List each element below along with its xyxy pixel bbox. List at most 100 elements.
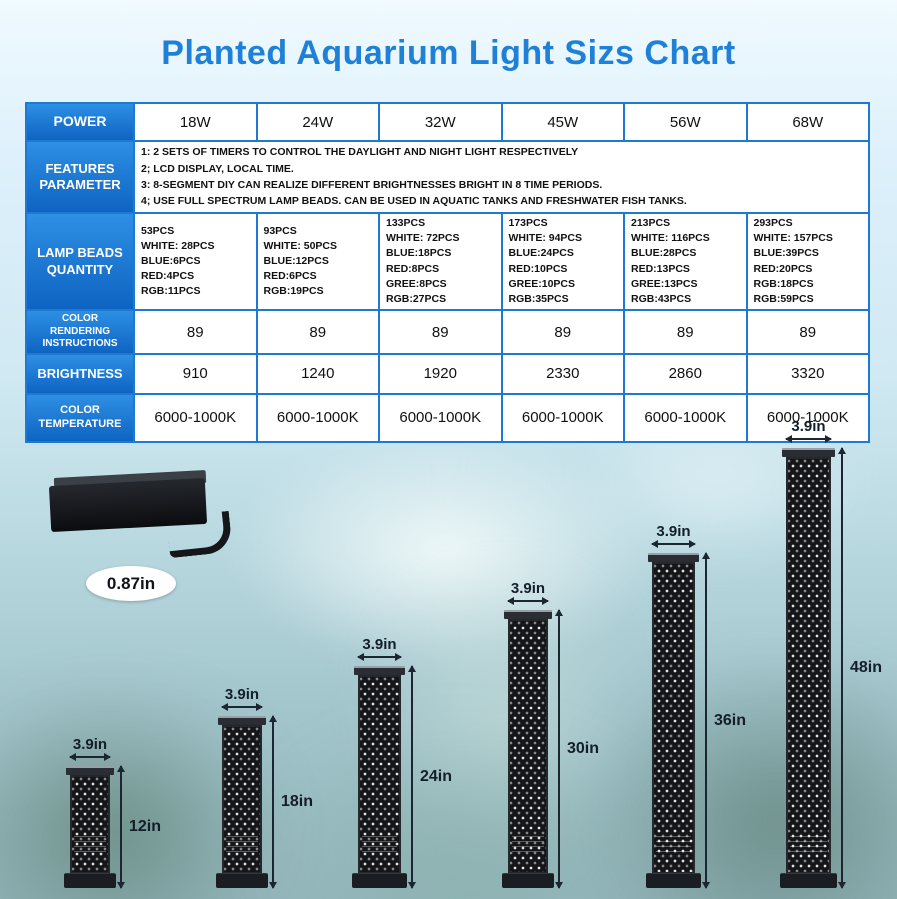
brightness-value: 2860 [623,352,748,395]
lamp-beads-value: 293PCS WHITE: 157PCS BLUE:39PCS RED:20PC… [745,211,870,312]
color-rendering-row-header: COLOR RENDERING INSTRUCTIONS [25,309,135,355]
light-fineprint [74,836,106,856]
light-fineprint [656,836,691,856]
light-fixture-48in: 3.9in 48in [780,418,882,889]
spec-table-wrap: POWER 18W 24W 32W 45W 56W 68W FEATURES P… [25,102,870,443]
lamp-beads-row-header: LAMP BEADS QUANTITY [25,211,135,312]
power-value: 32W [378,102,503,142]
light-fineprint [362,836,397,856]
lamp-beads-value: 173PCS WHITE: 94PCS BLUE:24PCS RED:10PCS… [500,211,625,312]
feature-line: 2; LCD DISPLAY, LOCAL TIME. [141,162,294,175]
light-top-bracket [504,610,552,619]
horizontal-dimension-arrow [221,703,263,711]
vertical-dimension-arrow: 36in [702,552,746,889]
power-value: 45W [500,102,625,142]
light-bar [216,716,268,888]
light-fineprint [226,836,258,856]
feature-line: 3: 8-SEGMENT DIY CAN REALIZE DIFFERENT B… [141,179,603,191]
features-cell: 1: 2 SETS OF TIMERS TO CONTROL THE DAYLI… [133,140,870,214]
light-base-stand [352,873,407,888]
features-row-header: FEATURES PARAMETER [25,140,135,214]
light-top-bracket [648,553,699,562]
color-temperature-value: 6000-1000K [255,392,380,443]
fixture-thickness-detail [48,468,233,578]
power-value: 24W [255,102,380,142]
brightness-value: 1920 [378,352,503,395]
light-top-bracket [354,666,405,675]
horizontal-dimension-arrow [69,753,111,761]
light-led-panel [70,775,110,874]
length-dimension-label: 48in [850,659,883,676]
lamp-beads-value: 133PCS WHITE: 72PCS BLUE:18PCS RED:8PCS … [378,211,503,312]
light-bar [502,610,554,888]
horizontal-dimension-arrow [651,540,696,548]
color-temperature-value: 6000-1000K [623,392,748,443]
vertical-dimension-arrow: 30in [555,609,599,889]
light-fixture-30in: 3.9in 30in [502,580,599,889]
color-rendering-value: 89 [745,309,870,355]
light-bar [646,553,701,888]
width-dimension-label: 3.9in [656,523,691,540]
light-top-bracket [218,716,266,725]
color-rendering-value: 89 [378,309,503,355]
vertical-dimension-arrow: 12in [117,765,161,889]
vertical-dimension-arrow: 24in [408,665,452,889]
light-fixture-24in: 3.9in 24in [352,636,452,889]
vertical-dimension-arrow: 18in [269,715,313,889]
light-fixture-12in: 3.9in 12in [64,736,161,889]
width-dimension-label: 3.9in [510,580,546,597]
light-bar [64,766,116,888]
light-fineprint [512,836,544,856]
light-top-bracket [782,448,835,457]
light-base-stand [502,873,554,888]
light-led-panel [358,675,401,874]
length-dimension-label: 12in [129,818,162,835]
page-title: Planted Aquarium Light Sizs Chart [161,34,736,72]
width-dimension-label: 3.9in [224,686,260,703]
color-temperature-value: 6000-1000K [745,392,870,443]
power-value: 18W [133,102,258,142]
brightness-value: 1240 [255,352,380,395]
light-base-stand [64,873,116,888]
color-temperature-value: 6000-1000K [133,392,258,443]
spec-table: POWER 18W 24W 32W 45W 56W 68W FEATURES P… [25,102,870,443]
color-temperature-row-header: COLOR TEMPERATURE [25,392,135,443]
light-fineprint [790,836,827,856]
lamp-beads-value: 213PCS WHITE: 116PCS BLUE:28PCS RED:13PC… [623,211,748,312]
horizontal-dimension-arrow [507,597,549,605]
light-base-stand [646,873,701,888]
horizontal-dimension-arrow [785,435,832,443]
brightness-row-header: BRIGHTNESS [25,352,135,395]
width-dimension-label: 3.9in [72,736,108,753]
light-led-panel [222,725,262,874]
light-top-bracket [66,766,114,775]
light-base-stand [780,873,837,888]
thickness-label-badge: 0.87in [86,566,176,601]
light-fixture-18in: 3.9in 18in [216,686,313,889]
brightness-value: 3320 [745,352,870,395]
light-led-panel [508,619,548,874]
length-dimension-label: 36in [714,711,747,729]
light-base-stand [216,873,268,888]
light-fixture-36in: 3.9in 36in [646,523,746,889]
lamp-beads-value: 53PCS WHITE: 28PCS BLUE:6PCS RED:4PCS RG… [133,211,258,312]
feature-line: 1: 2 SETS OF TIMERS TO CONTROL THE DAYLI… [141,146,579,159]
brightness-value: 2330 [500,352,625,395]
feature-line: 4; USE FULL SPECTRUM LAMP BEADS. CAN BE … [141,195,687,208]
brightness-value: 910 [133,352,258,395]
lamp-beads-value: 93PCS WHITE: 50PCS BLUE:12PCS RED:6PCS R… [255,211,380,312]
power-row-header: POWER [25,102,135,142]
power-value: 56W [623,102,748,142]
light-led-panel [652,562,695,874]
width-dimension-label: 3.9in [362,636,397,653]
color-rendering-value: 89 [255,309,380,355]
color-rendering-value: 89 [623,309,748,355]
length-dimension-label: 18in [281,793,314,810]
color-rendering-value: 89 [500,309,625,355]
light-bar [352,666,407,888]
horizontal-dimension-arrow [357,653,402,661]
vertical-dimension-arrow: 48in [838,447,882,889]
width-dimension-label: 3.9in [791,418,826,435]
light-led-panel [786,457,831,874]
light-bar [780,448,837,888]
